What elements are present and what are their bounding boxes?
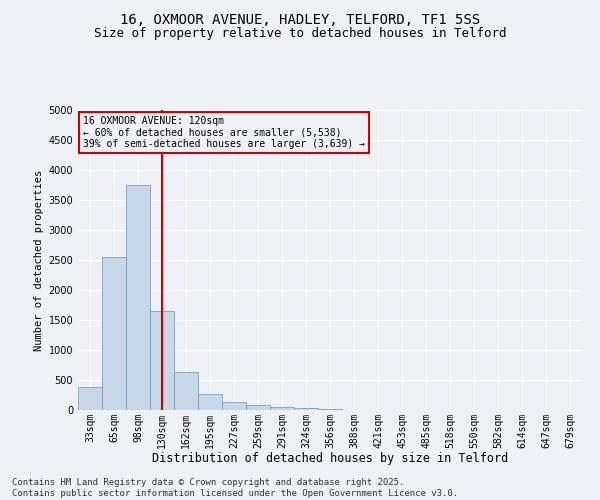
Bar bbox=[270, 407, 294, 410]
Bar bbox=[198, 394, 222, 410]
Bar bbox=[294, 408, 318, 410]
Bar bbox=[246, 405, 270, 410]
Text: 16, OXMOOR AVENUE, HADLEY, TELFORD, TF1 5SS: 16, OXMOOR AVENUE, HADLEY, TELFORD, TF1 … bbox=[120, 12, 480, 26]
Y-axis label: Number of detached properties: Number of detached properties bbox=[34, 170, 44, 350]
Bar bbox=[126, 185, 150, 410]
Bar bbox=[150, 311, 174, 410]
X-axis label: Distribution of detached houses by size in Telford: Distribution of detached houses by size … bbox=[152, 452, 508, 465]
Text: Contains HM Land Registry data © Crown copyright and database right 2025.
Contai: Contains HM Land Registry data © Crown c… bbox=[12, 478, 458, 498]
Bar bbox=[78, 387, 102, 410]
Text: Size of property relative to detached houses in Telford: Size of property relative to detached ho… bbox=[94, 28, 506, 40]
Text: 16 OXMOOR AVENUE: 120sqm
← 60% of detached houses are smaller (5,538)
39% of sem: 16 OXMOOR AVENUE: 120sqm ← 60% of detach… bbox=[83, 116, 365, 149]
Bar bbox=[174, 372, 198, 410]
Bar bbox=[102, 257, 126, 410]
Bar bbox=[222, 402, 246, 410]
